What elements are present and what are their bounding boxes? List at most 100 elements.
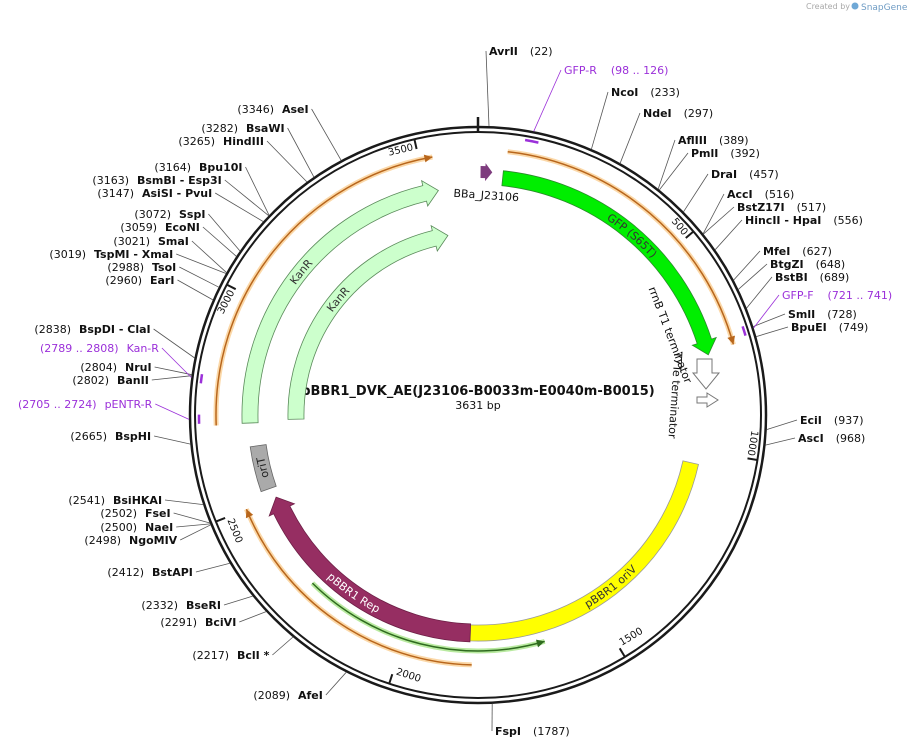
site-position: (392): [730, 147, 760, 160]
site-name: BtgZI: [770, 258, 804, 271]
site-position: (3164): [154, 161, 191, 174]
site-position: (2988): [107, 261, 144, 274]
site-position: (3072): [134, 208, 171, 221]
feature-label: oriT: [254, 456, 272, 480]
site-name: AseI: [282, 103, 309, 116]
site-name: NgoMIV: [129, 534, 178, 547]
site-connector: [176, 523, 211, 528]
orf-head: [423, 154, 433, 163]
primer-mark: [199, 374, 204, 384]
primer-range: (721 .. 741): [828, 289, 893, 302]
site-position: (457): [749, 168, 779, 181]
site-position: (3346): [237, 103, 274, 116]
site-connector: [191, 240, 227, 273]
site-position: (689): [820, 271, 850, 284]
primer-mark: [741, 326, 747, 336]
site-name: BspDI - ClaI: [79, 323, 151, 336]
site-name: AsiSI - PvuI: [142, 187, 212, 200]
site-connector: [154, 366, 192, 376]
site-name: AscI: [798, 432, 824, 445]
plasmid-name: pBBR1_DVK_AE(J23106-B0033m-E0040m-B0015): [301, 384, 655, 399]
site-position: (2665): [70, 430, 107, 443]
site-connector: [179, 266, 219, 288]
site-name: SspI: [179, 208, 205, 221]
tick-label: 2000: [395, 667, 423, 685]
site-name: TspMI - XmaI: [94, 248, 173, 261]
orf-line: [245, 508, 472, 666]
site-connector: [756, 326, 789, 337]
terminator-arrow: [696, 392, 719, 408]
tick-mark: [747, 457, 758, 461]
site-name: NaeI: [145, 521, 173, 534]
feature-arrow: [241, 179, 439, 424]
site-name: TsoI: [152, 261, 176, 274]
tick-mark: [226, 283, 237, 291]
feature-arrow: [268, 496, 472, 643]
primer-name: Kan-R: [127, 342, 160, 355]
tick-mark: [618, 647, 626, 658]
primer-name: GFP-F: [782, 289, 814, 302]
site-connector: [176, 253, 227, 274]
primer-range: (2705 .. 2724): [18, 398, 97, 411]
tick-mark: [215, 516, 226, 523]
site-connector: [202, 226, 237, 257]
site-position: (2838): [34, 323, 71, 336]
backbone-inner: [194, 131, 762, 699]
orf-line: [311, 582, 545, 652]
tick-mark: [685, 230, 695, 239]
plasmid-length: 3631 bp: [455, 399, 500, 412]
site-connector: [177, 279, 214, 301]
credit-prefix: Created by: [806, 2, 850, 11]
site-position: (648): [816, 258, 846, 271]
site-position: (517): [797, 201, 827, 214]
site-connector: [214, 192, 264, 222]
site-connector: [619, 112, 641, 164]
site-connector: [151, 375, 192, 381]
site-connector: [272, 636, 294, 656]
site-connector: [766, 419, 798, 430]
site-connector: [738, 263, 768, 290]
feature-arrow: [480, 163, 493, 182]
site-name: PmlI: [691, 147, 718, 160]
site-name: BanII: [117, 374, 149, 387]
primer-connector: [753, 294, 780, 329]
primer-name: pENTR-R: [105, 398, 153, 411]
site-position: (2804): [80, 361, 117, 374]
site-name: AflIII: [678, 134, 707, 147]
orf-line: [215, 156, 433, 426]
site-position: (2502): [100, 507, 137, 520]
site-connector: [154, 435, 191, 445]
brand-icon: [851, 2, 859, 10]
site-name: HindIII: [223, 135, 264, 148]
site-position: (297): [684, 107, 714, 120]
feature-arrow: [469, 460, 699, 642]
feature-arrow: [501, 170, 717, 356]
site-connector: [223, 595, 253, 606]
site-name: BsaWI: [246, 122, 285, 135]
site-name: FseI: [145, 507, 171, 520]
credit-brand: SnapGene: [861, 3, 908, 13]
site-connector: [683, 173, 709, 213]
site-connector: [658, 152, 689, 191]
site-connector: [287, 127, 315, 178]
site-connector: [752, 313, 786, 327]
site-connector: [325, 671, 347, 696]
site-name: EciI: [800, 414, 822, 427]
site-position: (2332): [141, 599, 178, 612]
tick-label: 1500: [618, 626, 645, 649]
site-name: BsmBI - Esp3I: [137, 174, 222, 187]
site-position: (2089): [253, 689, 290, 702]
primer-connector: [533, 69, 562, 132]
site-name: NcoI: [611, 86, 638, 99]
site-position: (728): [827, 308, 857, 321]
site-name: NruI: [125, 361, 152, 374]
site-connector: [311, 108, 342, 161]
primer-name: GFP-R: [564, 64, 597, 77]
site-position: (3163): [92, 174, 129, 187]
site-connector: [173, 512, 211, 524]
primer-mark: [524, 138, 539, 144]
site-position: (3021): [113, 235, 150, 248]
site-name: BseRI: [186, 599, 221, 612]
site-position: (22): [530, 45, 553, 58]
